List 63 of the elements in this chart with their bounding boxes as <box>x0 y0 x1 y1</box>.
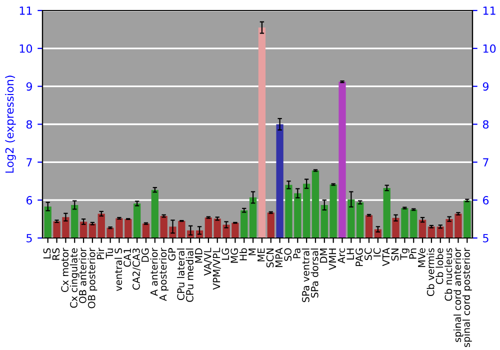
x-tick-label: Pn <box>409 248 416 259</box>
x-tick-label: Cb lobe <box>436 248 444 284</box>
x-tick-label: spinal cord posterior <box>462 248 472 348</box>
x-tick-label: OB anterior <box>78 248 86 304</box>
x-tick-label: MG <box>230 248 238 263</box>
x-tick-label: VMH <box>328 248 336 270</box>
y-tick-label: 6 <box>26 196 32 204</box>
x-tick-label: SCN <box>266 248 274 268</box>
y-tick-label: 9 <box>26 82 32 91</box>
x-tick-label: Pa <box>293 248 300 258</box>
x-tick-label: CPu lateral <box>176 248 184 300</box>
x-tick-label: Tu <box>106 248 114 258</box>
x-tick-label: RS <box>52 248 60 260</box>
x-tick-label: ME <box>258 248 265 262</box>
x-tick-label: MPA <box>275 248 282 268</box>
y-tick-label: 11 <box>20 6 32 15</box>
y2-tick-label: 6 <box>483 196 489 204</box>
y-tick-label: 10 <box>20 44 32 53</box>
x-tick-label: VA/VL <box>204 248 212 276</box>
x-tick-label: spinal cord anterior <box>454 248 463 342</box>
x-tick-label: CPu medial <box>186 248 194 302</box>
x-tick-label: GP <box>168 248 176 261</box>
x-tick-label: Arc <box>338 248 346 264</box>
x-tick-label: Cx motor <box>61 248 69 292</box>
x-tick-label: VTA <box>382 248 390 266</box>
x-tick-label: LS <box>43 248 51 258</box>
x-tick-label: SPa dorsal <box>310 248 318 298</box>
y2-tick-label: 8 <box>482 120 489 129</box>
x-tick-label: OB posterior <box>88 248 98 308</box>
x-tick-label: SN <box>391 248 399 261</box>
x-tick-label: Cb nucleus <box>444 248 452 301</box>
x-tick-label: Hb <box>239 248 247 260</box>
x-tick-label: A anterior <box>150 248 158 296</box>
y2-tick-label: 10 <box>483 44 496 53</box>
x-tick-label: Cx cingulate <box>70 248 80 308</box>
x-tick-label: Cb vermis <box>426 248 434 296</box>
x-tick-label: MD <box>195 248 202 263</box>
x-tick-label: SC <box>364 248 372 260</box>
x-tick-label: A posterior <box>159 248 169 302</box>
x-tick-label: DM <box>320 248 328 263</box>
y-tick-label: 5 <box>26 234 32 242</box>
y-tick-label: 8 <box>26 120 32 129</box>
x-tick-label: MVe <box>418 248 426 268</box>
x-tick-label: Tg <box>400 248 410 260</box>
x-tick-label: SO <box>284 248 292 261</box>
x-tick-label: ventral S <box>114 248 122 292</box>
x-tick-label: LH <box>346 248 354 260</box>
x-tick-label: M <box>248 248 256 256</box>
y2-tick-label: 5 <box>483 234 488 242</box>
x-tick-label: VPM/VPL <box>212 248 221 290</box>
y2-tick-label: 9 <box>482 82 489 91</box>
x-tick-label: IC <box>373 248 381 256</box>
y-axis-title: Log2 (expression) <box>5 76 16 173</box>
x-tick-label: CA1 <box>124 248 131 267</box>
x-tick-label: DG <box>141 248 149 262</box>
y-tick-label: 7 <box>26 158 32 166</box>
y2-tick-label: 11 <box>483 6 496 15</box>
x-tick-label: SPa ventral <box>302 248 310 302</box>
y2-tick-label: 7 <box>483 158 488 166</box>
x-tick-label: Pir <box>96 248 104 260</box>
x-tick-label: CA2/CA3 <box>132 248 141 290</box>
x-tick-label: LG <box>222 248 230 260</box>
x-tick-label: PAG <box>356 248 363 266</box>
